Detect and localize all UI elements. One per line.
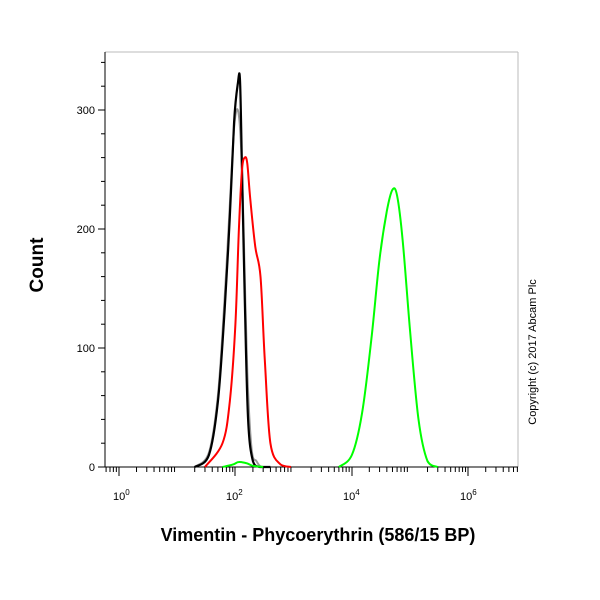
x-minor-ticks xyxy=(105,467,518,472)
histogram-series-2 xyxy=(204,156,292,468)
y-tick-label-100: 100 xyxy=(77,343,95,355)
y-axis-title: Count xyxy=(27,237,48,293)
x-tick-exp-6: 6 xyxy=(472,488,477,497)
y-tick-300: 300 xyxy=(77,105,105,117)
x-tick-exp-0: 0 xyxy=(125,488,130,497)
histogram-series-3 xyxy=(338,187,439,468)
x-tick-1e0: 100 xyxy=(113,467,130,503)
svg-text:100: 100 xyxy=(113,488,130,503)
histogram-series-1 xyxy=(194,72,271,469)
x-tick-exp-4: 4 xyxy=(355,488,360,497)
x-axis-title: Vimentin - Phycoerythrin (586/15 BP) xyxy=(161,525,476,545)
x-tick-base-6: 10 xyxy=(460,491,472,503)
svg-text:106: 106 xyxy=(460,488,477,503)
copyright-text: Copyright (c) 2017 Abcam Plc xyxy=(527,279,539,425)
x-tick-1e4: 104 xyxy=(343,467,360,503)
y-tick-0: 0 xyxy=(89,462,105,474)
y-minor-ticks xyxy=(101,61,105,444)
y-tick-label-300: 300 xyxy=(77,105,95,117)
x-tick-exp-2: 2 xyxy=(238,488,243,497)
svg-text:104: 104 xyxy=(343,488,360,503)
svg-text:102: 102 xyxy=(226,488,243,503)
y-tick-100: 100 xyxy=(77,343,105,355)
x-tick-base-4: 10 xyxy=(343,491,355,503)
y-tick-200: 200 xyxy=(77,224,105,236)
y-tick-label-200: 200 xyxy=(77,224,95,236)
x-tick-1e6: 106 xyxy=(460,467,477,503)
y-tick-label-0: 0 xyxy=(89,462,95,474)
x-tick-base-0: 10 xyxy=(113,491,125,503)
histogram-series-4 xyxy=(222,460,264,468)
series-layer xyxy=(194,72,439,469)
x-tick-base-2: 10 xyxy=(226,491,238,503)
x-tick-1e2: 102 xyxy=(226,467,243,503)
